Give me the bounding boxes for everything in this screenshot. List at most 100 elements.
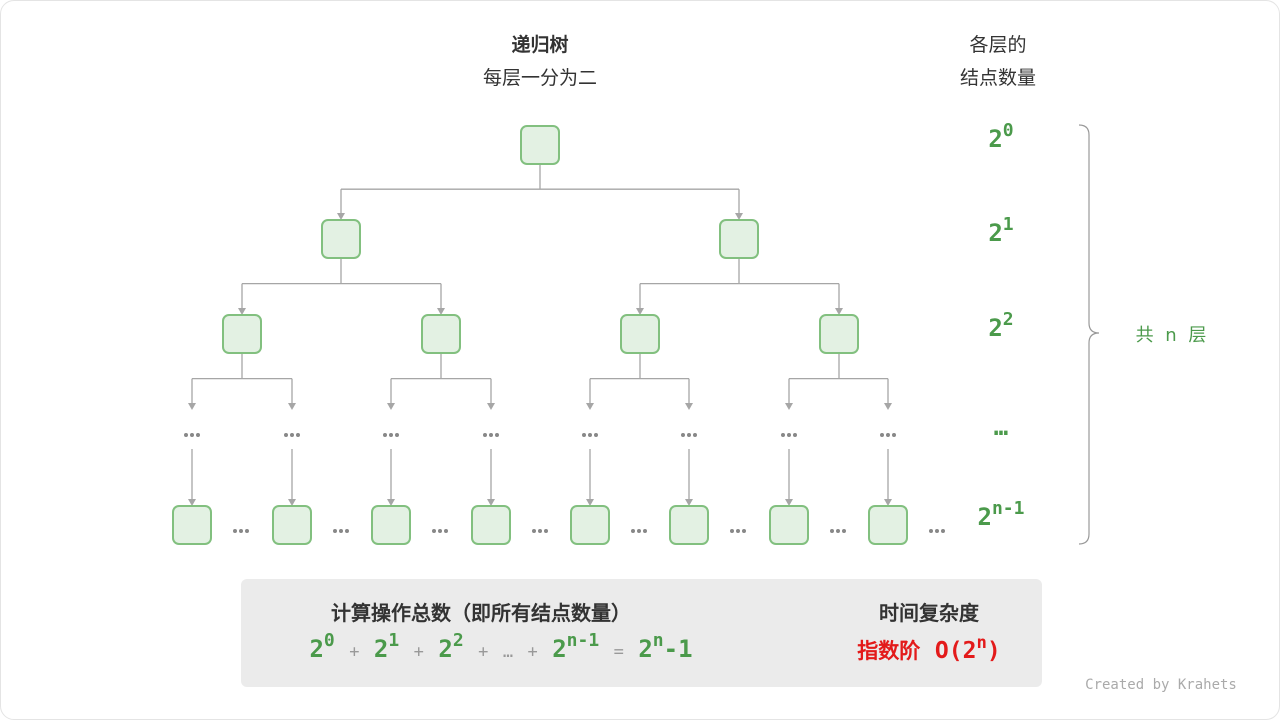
ellipsis-dot: [687, 433, 691, 437]
arrow-head: [884, 499, 892, 506]
tree-node: [321, 219, 361, 259]
ellipsis-dot: [495, 433, 499, 437]
tree-node: [819, 314, 859, 354]
ellipsis-dot: [681, 433, 685, 437]
level-count-1: 21: [988, 214, 1014, 247]
tree-node: [620, 314, 660, 354]
count-header-line1: 各层的: [969, 34, 1027, 56]
expr-post: ): [986, 638, 1001, 664]
arrow-head: [685, 403, 693, 410]
complexity-expr: O(2n): [934, 634, 1001, 664]
leaf-ellipsis-dot: [935, 529, 939, 533]
expr-exp: n: [976, 632, 987, 653]
formula-ellipsis: …: [502, 642, 514, 662]
equals-sign: =: [613, 642, 624, 662]
brace-label: 共 n 层: [1135, 325, 1207, 346]
complexity-name: 指数阶: [857, 639, 921, 663]
tree-node: [769, 505, 809, 545]
tree-node: [471, 505, 511, 545]
leaf-ellipsis-dot: [532, 529, 536, 533]
tree-node: [172, 505, 212, 545]
leaf-ellipsis-dot: [444, 529, 448, 533]
edge-guide: [391, 379, 491, 410]
ellipsis-dot: [389, 433, 393, 437]
arrow-head: [586, 499, 594, 506]
leaf-ellipsis-dot: [631, 529, 635, 533]
arrow-head: [288, 499, 296, 506]
ellipsis-dot: [196, 433, 200, 437]
leaf-ellipsis-dot: [836, 529, 840, 533]
ellipsis-dot: [296, 433, 300, 437]
complexity-value: 指数阶 O(2n): [809, 634, 1049, 665]
leaf-ellipsis-dot: [730, 529, 734, 533]
complexity-title: 时间复杂度: [879, 601, 979, 625]
ellipsis-dot: [395, 433, 399, 437]
tree-title: 递归树: [511, 34, 569, 56]
leaf-ellipsis-dot: [233, 529, 237, 533]
leaf-ellipsis-dot: [643, 529, 647, 533]
plus-sign: +: [527, 642, 538, 662]
leaf-ellipsis-dot: [830, 529, 834, 533]
ellipsis-dot: [793, 433, 797, 437]
ellipsis-dot: [489, 433, 493, 437]
leaf-ellipsis-dot: [345, 529, 349, 533]
ellipsis-dot: [383, 433, 387, 437]
level-count-0: 20: [988, 120, 1014, 153]
leaf-ellipsis-dot: [239, 529, 243, 533]
arrow-head: [188, 499, 196, 506]
leaf-ellipsis-dot: [432, 529, 436, 533]
result-base: 2: [638, 635, 653, 663]
ellipsis-dot: [284, 433, 288, 437]
ellipsis-dot: [483, 433, 487, 437]
tree-node: [421, 314, 461, 354]
arrow-head: [487, 499, 495, 506]
formula-term: 2: [309, 635, 324, 663]
leaf-ellipsis-dot: [637, 529, 641, 533]
summary-formula: 20 + 21 + 22 + … + 2n-1 = 2n-1: [309, 630, 693, 663]
tree-node: [371, 505, 411, 545]
ellipsis-dot: [190, 433, 194, 437]
tree-subtitle: 每层一分为二: [482, 67, 597, 89]
leaf-ellipsis-dot: [929, 529, 933, 533]
arrow-head: [288, 403, 296, 410]
formula-term: 2: [373, 635, 389, 663]
ellipsis-dot: [588, 433, 592, 437]
arrow-head: [437, 308, 445, 315]
leaf-ellipsis-dot: [438, 529, 442, 533]
tree-node: [272, 505, 312, 545]
arrow-head: [835, 308, 843, 315]
leaf-ellipsis-dot: [245, 529, 249, 533]
arrow-head: [487, 403, 495, 410]
level-count-2: 22: [988, 309, 1014, 342]
tree-node: [570, 505, 610, 545]
plus-sign: +: [478, 642, 489, 662]
brace: [1078, 124, 1100, 545]
count-header-line2: 结点数量: [959, 67, 1036, 89]
arrow-head: [337, 213, 345, 220]
leaf-ellipsis-dot: [842, 529, 846, 533]
edge-guide: [341, 189, 739, 220]
ellipsis-dot: [693, 433, 697, 437]
edge-guide: [192, 379, 292, 410]
arrow-head: [387, 499, 395, 506]
leaf-ellipsis-dot: [333, 529, 337, 533]
leaf-ellipsis-dot: [339, 529, 343, 533]
leaf-ellipsis-dot: [538, 529, 542, 533]
ellipsis-dot: [582, 433, 586, 437]
plus-sign: +: [413, 642, 424, 662]
tree-node: [520, 125, 560, 165]
credit: Created by Krahets: [1085, 677, 1237, 693]
arrow-head: [387, 403, 395, 410]
summary-panel: 计算操作总数（即所有结点数量） 20 + 21 + 22 + … + 2n-1 …: [241, 579, 1042, 687]
arrow-head: [636, 308, 644, 315]
arrow-head: [785, 403, 793, 410]
leaf-ellipsis-dot: [941, 529, 945, 533]
ellipsis-dot: [290, 433, 294, 437]
ellipsis-dot: [787, 433, 791, 437]
ellipsis-dot: [892, 433, 896, 437]
arrow-head: [586, 403, 594, 410]
arrow-head: [735, 213, 743, 220]
expr-pre: O(2: [934, 638, 977, 664]
